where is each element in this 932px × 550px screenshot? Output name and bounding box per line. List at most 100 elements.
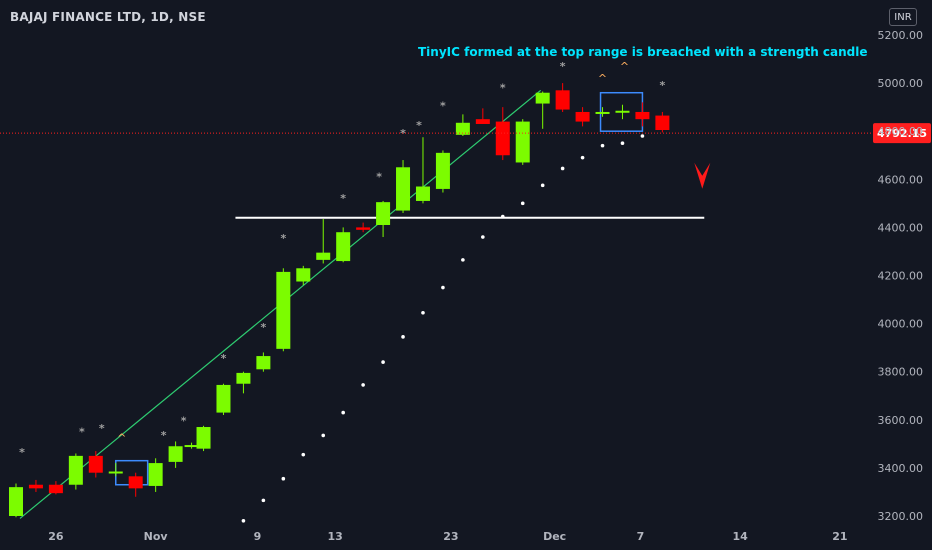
candle-body — [88, 455, 103, 473]
candle — [396, 160, 411, 213]
candle-body — [535, 92, 550, 104]
down-arrow-shape — [694, 162, 711, 189]
time-tick-label: 23 — [443, 530, 458, 543]
star-marker: * — [340, 192, 346, 205]
sar-dot — [500, 214, 505, 219]
candle — [356, 222, 371, 233]
candle-body — [196, 427, 211, 449]
candle — [216, 383, 231, 415]
sar-dot — [640, 134, 645, 138]
candle-body — [296, 268, 311, 282]
candlestick-series — [9, 83, 670, 518]
candle — [184, 442, 199, 449]
price-axis[interactable]: 5200.00 5000.00 4800.00 4600.00 4400.00 4200.… — [878, 29, 924, 523]
star-marker: * — [659, 79, 665, 92]
sar-dot — [261, 498, 266, 503]
star-marker: * — [416, 119, 422, 132]
time-tick-label: 26 — [48, 530, 64, 543]
star-marker: * — [79, 425, 85, 438]
price-tick-label: 4400.00 — [878, 221, 924, 234]
candle — [148, 458, 163, 492]
price-tick-label: 5200.00 — [878, 29, 924, 42]
highlight-boxes — [115, 91, 644, 486]
price-tick-label: 3600.00 — [878, 414, 924, 427]
candle-body — [316, 252, 331, 260]
caret-marker: ^ — [598, 72, 607, 85]
star-marker: * — [19, 446, 25, 459]
candle — [296, 265, 311, 286]
pattern-markers: * * * * * * * * * * * * * * * * ^ ^ ^ — [19, 60, 665, 459]
time-tick-label: 13 — [328, 530, 343, 543]
chart-annotation: TinyIC formed at the top range is breach… — [418, 45, 868, 59]
candle-body — [68, 455, 83, 485]
last-price-badge — [873, 123, 931, 144]
candle-body — [336, 232, 351, 262]
symbol-title[interactable]: BAJAJ FINANCE LTD, 1D, NSE — [10, 10, 206, 24]
candle — [9, 483, 23, 518]
candle-body — [216, 384, 231, 413]
star-marker: * — [221, 352, 227, 365]
candle-body — [595, 111, 610, 114]
time-tick-label: 14 — [733, 530, 749, 543]
caret-marker: ^ — [620, 60, 629, 73]
time-tick-label: 21 — [832, 530, 847, 543]
price-tick-label: 4200.00 — [878, 270, 924, 283]
candle-body — [148, 463, 163, 486]
price-tick-label: 5000.00 — [878, 77, 924, 90]
sar-dot — [600, 143, 605, 148]
candle — [655, 111, 670, 133]
candle — [196, 425, 211, 452]
star-marker: * — [181, 415, 187, 428]
star-marker: * — [161, 429, 167, 442]
candle — [555, 83, 570, 112]
currency-badge[interactable]: INR — [889, 8, 917, 26]
candle-body — [455, 122, 470, 135]
star-marker: * — [260, 321, 266, 334]
candle — [575, 107, 590, 127]
candle-body — [9, 487, 23, 516]
candle-body — [475, 119, 490, 124]
star-marker: * — [376, 171, 382, 184]
sar-dot — [580, 155, 585, 160]
candle — [168, 441, 183, 468]
candle — [635, 102, 650, 127]
candle — [128, 472, 143, 497]
star-marker: * — [99, 422, 105, 435]
star-marker: * — [440, 100, 446, 113]
sar-dot — [241, 519, 246, 523]
sar-dot — [321, 433, 326, 438]
candle-body — [615, 110, 630, 113]
price-tick-label: 4800.00 — [878, 125, 924, 138]
sar-dot — [401, 335, 405, 339]
candle-body — [276, 271, 291, 349]
candle — [256, 352, 271, 372]
candle — [435, 150, 450, 193]
sar-dots — [241, 134, 645, 523]
candle — [28, 479, 43, 492]
sar-dot — [361, 383, 365, 387]
candle-body — [168, 446, 183, 462]
candle-body — [356, 227, 371, 230]
last-price-label: 4792.15 — [877, 127, 927, 140]
candle — [88, 451, 103, 478]
price-tick-label: 3400.00 — [878, 462, 924, 475]
candle-body — [555, 90, 570, 110]
star-marker: * — [560, 60, 566, 73]
candle — [595, 107, 610, 117]
candle-body — [128, 476, 143, 489]
sar-dot — [481, 235, 485, 239]
time-tick-label: Nov — [144, 530, 169, 543]
down-arrow-icon — [694, 162, 711, 189]
sar-dot — [441, 285, 445, 290]
candle-body — [48, 484, 63, 494]
candle — [236, 371, 251, 394]
candle-body — [435, 152, 450, 189]
sar-dot — [341, 410, 345, 415]
sar-dot — [620, 141, 625, 146]
price-tick-label: 4000.00 — [878, 318, 924, 331]
time-axis[interactable]: 26 Nov 9 13 23 Dec 7 14 21 — [48, 530, 847, 543]
candle-body — [184, 445, 199, 448]
candle — [455, 114, 470, 137]
sar-dot — [421, 310, 425, 315]
